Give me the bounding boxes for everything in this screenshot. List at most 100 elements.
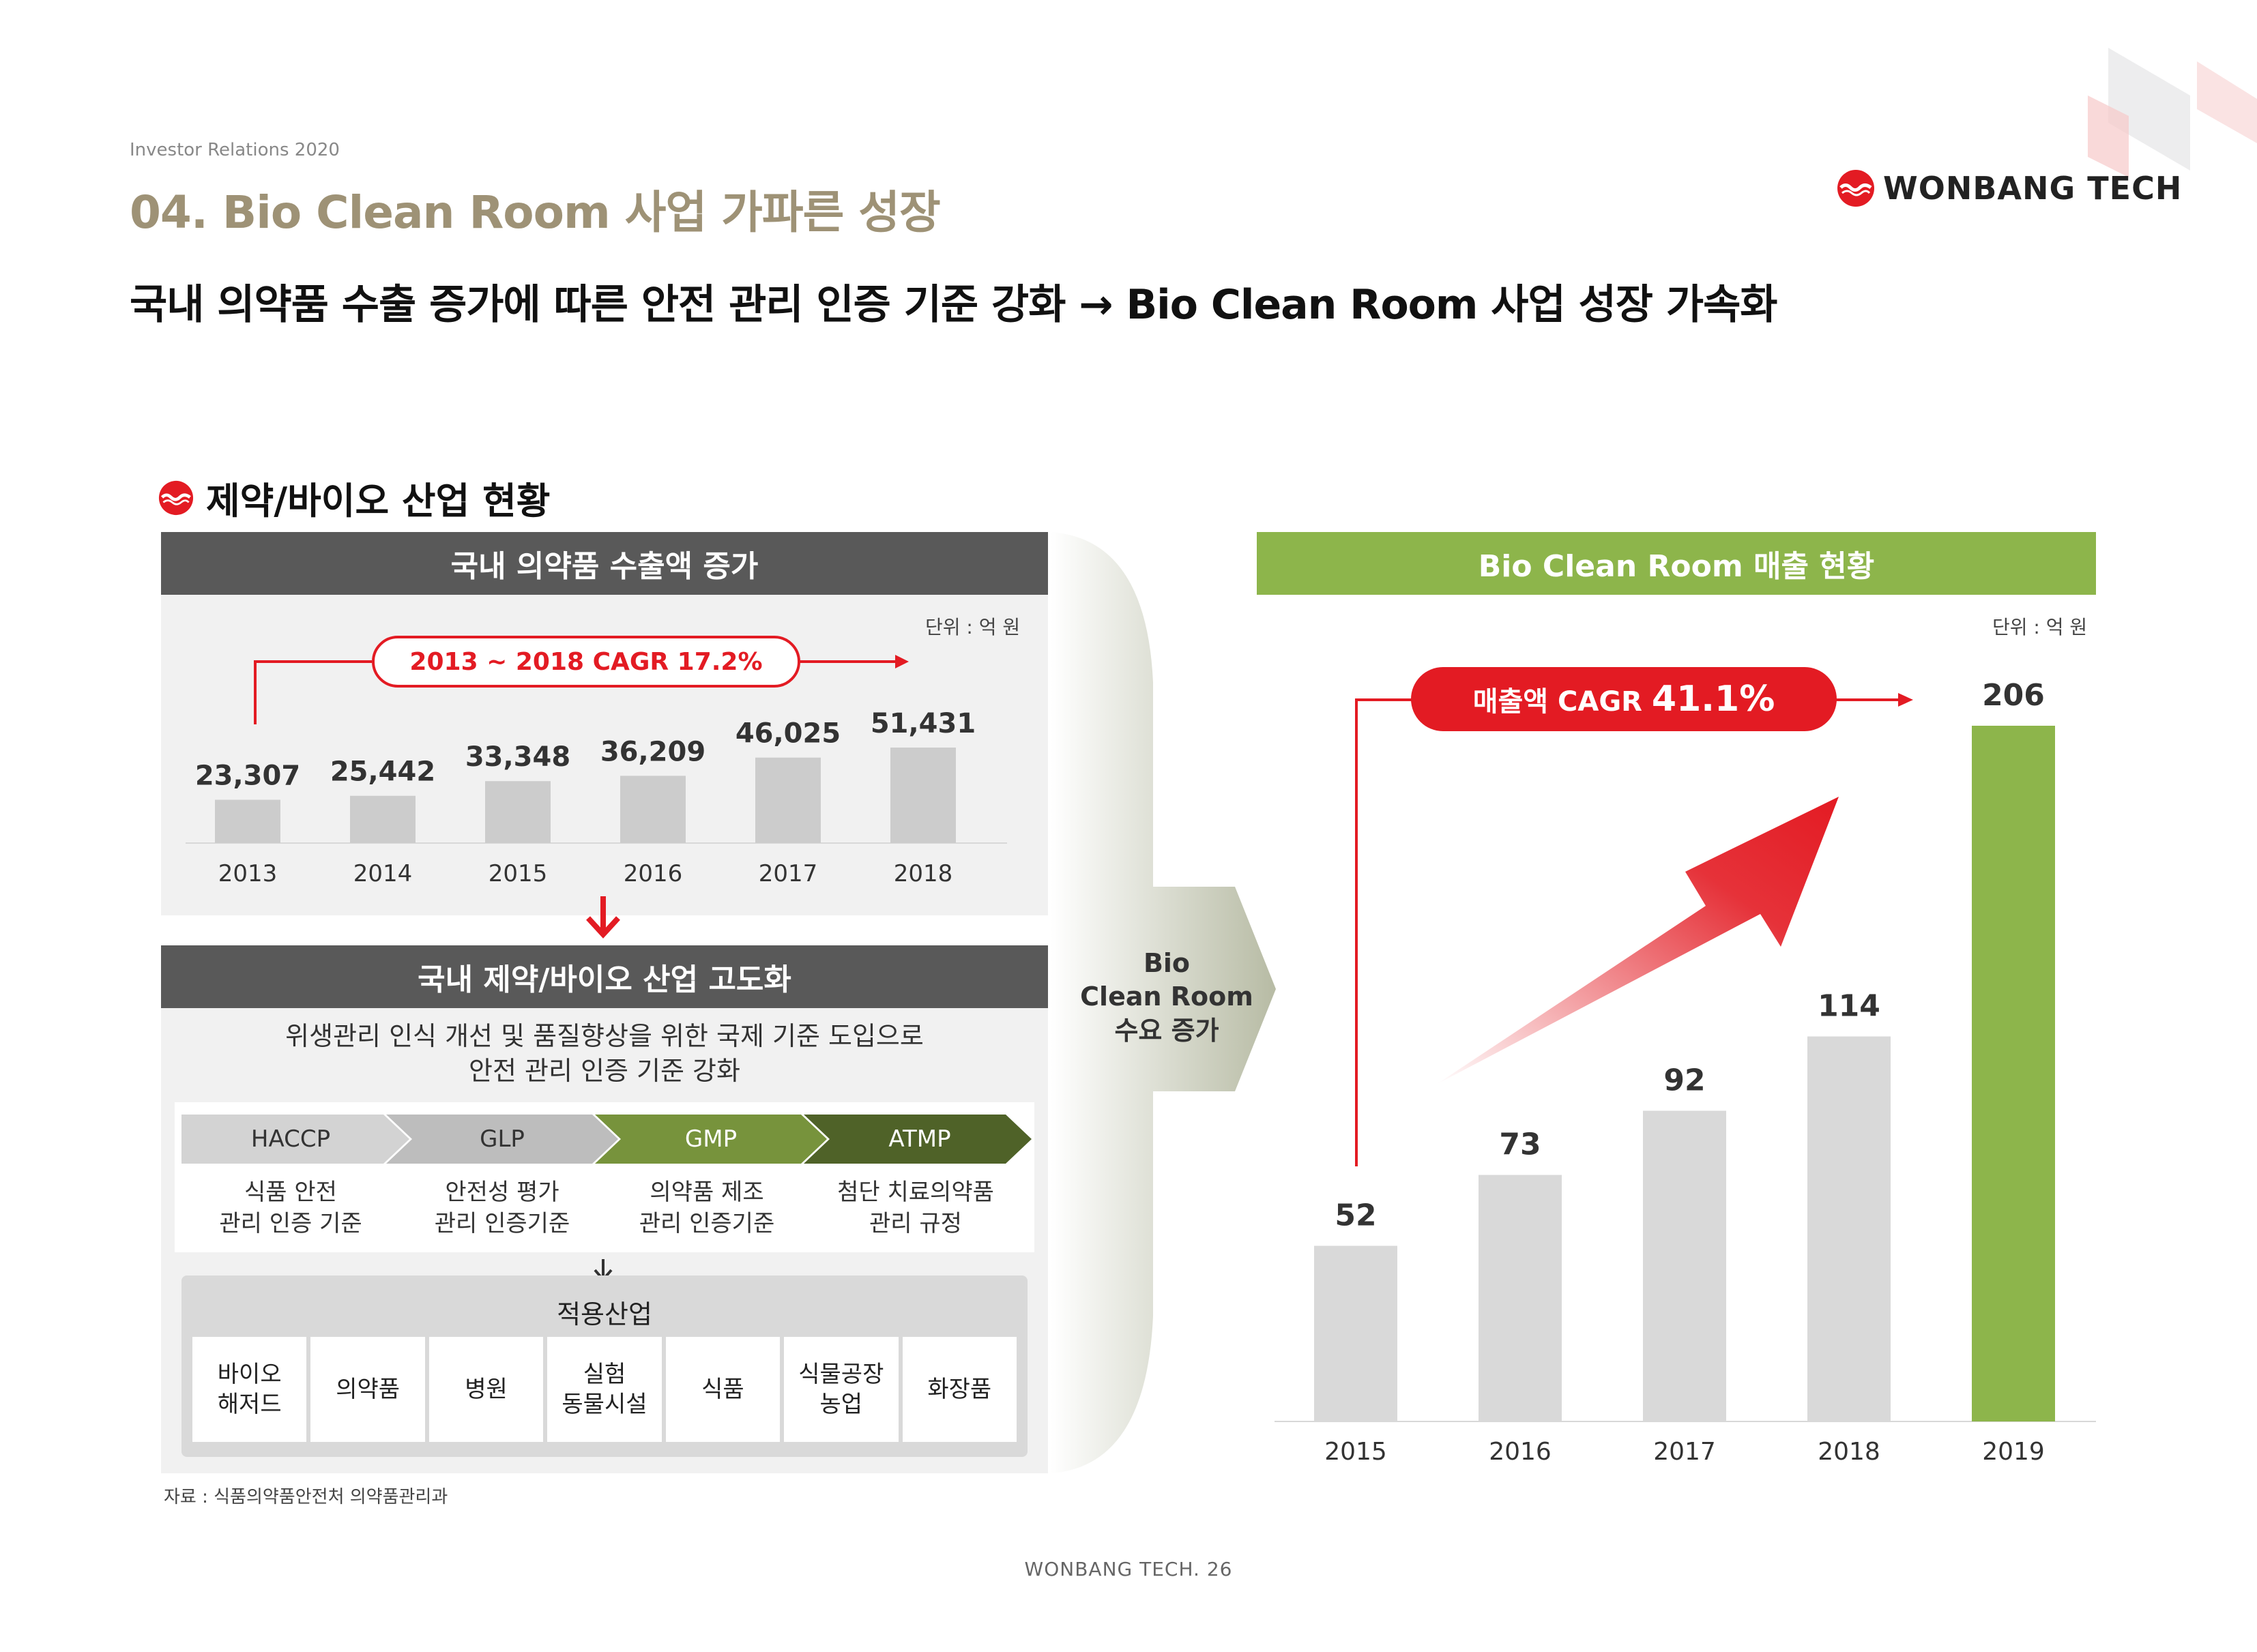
sales-year-label: 2018 <box>1818 1438 1880 1466</box>
export-year-label: 2014 <box>353 860 413 887</box>
standard-desc-gmp: 의약품 제조 관리 인증기준 <box>598 1177 816 1240</box>
sales-panel-header: Bio Clean Room 매출 현황 <box>1257 532 2096 595</box>
upgrade-panel-title: 국내 제약/바이오 산업 고도화 <box>418 962 791 997</box>
sales-chart: 52 2015 73 2016 92 2017 114 2018 206 2019 <box>1275 678 2096 1466</box>
upgrade-description: 위생관리 인식 개선 및 품질향상을 위한 국제 기준 도입으로 안전 관리 인… <box>161 1019 1048 1089</box>
industry-label: 실험 <box>583 1360 626 1388</box>
standard-desc-atmp-line2: 관리 규정 <box>869 1209 962 1237</box>
export-bar-value: 36,209 <box>600 736 705 767</box>
standard-code-atmp: ATMP <box>888 1125 951 1153</box>
export-bar <box>215 799 280 843</box>
export-bar <box>485 781 551 843</box>
sales-bar <box>1479 1175 1562 1421</box>
standard-desc-gmp-line1: 의약품 제조 <box>650 1179 764 1206</box>
industry-label: 식품 <box>701 1375 744 1403</box>
demand-line2: Clean Room <box>1080 982 1253 1012</box>
industry-chip: 의약품 <box>310 1337 425 1442</box>
industry-chip: 식품 <box>665 1337 781 1442</box>
growth-arrow-icon <box>1436 797 1839 1085</box>
demand-arrow-shape <box>1051 532 1276 1473</box>
upgrade-panel-header: 국내 제약/바이오 산업 고도화 <box>161 945 1048 1008</box>
standard-desc-haccp-line1: 식품 안전 <box>244 1179 337 1206</box>
industry-chip: 화장품 <box>902 1337 1017 1442</box>
export-bar-value: 51,431 <box>871 708 976 739</box>
source-note: 자료 : 식품의약품안전처 의약품관리과 <box>164 1487 448 1507</box>
standard-code-gmp-label: GMP <box>684 1125 738 1153</box>
headline: 국내 의약품 수출 증가에 따른 안전 관리 인증 기준 강화 → Bio Cl… <box>130 281 1777 329</box>
sales-unit: 단위 : 억 원 <box>1992 616 2088 638</box>
sales-year-label: 2017 <box>1653 1438 1716 1466</box>
export-bar-value: 46,025 <box>736 718 841 750</box>
standard-code-glp: GLP <box>480 1125 525 1153</box>
export-panel-title: 국내 의약품 수출액 증가 <box>450 549 759 584</box>
sales-year-label: 2016 <box>1489 1438 1552 1466</box>
section-title: 제약/바이오 산업 현황 <box>158 471 550 525</box>
export-bar-value: 33,348 <box>465 741 570 773</box>
sales-bar <box>1643 1110 1726 1421</box>
demand-line3: 수요 증가 <box>1114 1015 1219 1046</box>
standard-desc-haccp-line2: 관리 인증 기준 <box>219 1209 362 1237</box>
corner-decoration <box>2088 48 2257 177</box>
sales-year-label: 2019 <box>1982 1438 2045 1466</box>
export-cagr-text: 2013 ~ 2018 CAGR 17.2% <box>409 647 763 676</box>
standard-desc-haccp: 식품 안전 관리 인증 기준 <box>181 1177 400 1240</box>
wonbang-logo-icon <box>1837 170 1874 207</box>
industry-label: 화장품 <box>927 1375 992 1403</box>
sales-year-label: 2015 <box>1324 1438 1387 1466</box>
sales-bar-value: 206 <box>1982 678 2045 713</box>
sales-panel-title: Bio Clean Room 매출 현황 <box>1478 549 1875 584</box>
export-bar <box>890 748 956 843</box>
demand-line1: Bio <box>1143 948 1191 978</box>
standard-desc-glp-line1: 안전성 평가 <box>445 1179 559 1206</box>
industry-label: 해저드 <box>217 1391 282 1418</box>
standard-desc-atmp: 첨단 치료의약품 관리 규정 <box>806 1177 1025 1240</box>
standard-desc-glp: 안전성 평가 관리 인증기준 <box>393 1177 611 1240</box>
logo-text: WONBANG TECH <box>1883 170 2183 207</box>
industry-label: 병원 <box>465 1375 508 1403</box>
export-bar-value: 25,442 <box>330 756 435 788</box>
sales-cagr-bracket <box>1355 693 1913 1166</box>
industry-label: 동물시설 <box>562 1391 647 1418</box>
standard-desc-glp-line2: 관리 인증기준 <box>434 1209 570 1237</box>
standard-desc-gmp-line2: 관리 인증기준 <box>639 1209 775 1237</box>
upgrade-description-line1: 위생관리 인식 개선 및 품질향상을 위한 국제 기준 도입으로 <box>285 1021 924 1051</box>
company-logo: WONBANG TECH <box>1837 168 2182 209</box>
sales-bar <box>1972 726 2055 1421</box>
sales-bar-value: 52 <box>1335 1198 1376 1233</box>
export-cagr-pill: 2013 ~ 2018 CAGR 17.2% <box>372 636 800 688</box>
sales-bar <box>1807 1036 1891 1421</box>
export-bar <box>350 795 416 843</box>
sales-bar <box>1314 1245 1397 1421</box>
export-year-label: 2013 <box>218 860 278 887</box>
export-chart: 23,307 2013 25,442 2014 33,348 2015 36,209 2016… <box>186 708 1007 887</box>
standard-code-haccp: HACCP <box>250 1125 331 1153</box>
bullet-logo-icon <box>158 480 194 515</box>
industry-label: 식물공장 <box>798 1360 884 1388</box>
industries-title: 적용산업 <box>557 1299 652 1329</box>
standard-desc-atmp-line1: 첨단 치료의약품 <box>837 1179 994 1206</box>
sales-bar-value: 92 <box>1663 1063 1705 1097</box>
export-unit: 단위 : 억 원 <box>925 616 1021 638</box>
export-bar <box>755 757 821 843</box>
industry-label: 바이오 <box>217 1360 282 1388</box>
industry-label: 의약품 <box>336 1375 401 1403</box>
sales-bar-value: 114 <box>1818 989 1880 1024</box>
export-year-label: 2017 <box>759 860 818 887</box>
demand-arrow-text: Bio Clean Room 수요 증가 <box>1071 947 1262 1048</box>
standards-chevrons <box>181 1115 1032 1164</box>
page-footer: WONBANG TECH. 26 <box>1024 1558 1233 1580</box>
industry-label: 농업 <box>819 1391 863 1418</box>
down-arrow-icon <box>586 896 620 939</box>
export-year-label: 2018 <box>894 860 953 887</box>
export-bar <box>620 776 686 843</box>
export-year-label: 2015 <box>489 860 548 887</box>
section-title-text: 제약/바이오 산업 현황 <box>206 480 551 522</box>
sales-bar-value: 73 <box>1499 1127 1541 1162</box>
industry-chip: 병원 <box>428 1337 544 1442</box>
sales-cagr-value: 41.1% <box>1651 679 1775 720</box>
export-bar-value: 23,307 <box>195 761 300 792</box>
